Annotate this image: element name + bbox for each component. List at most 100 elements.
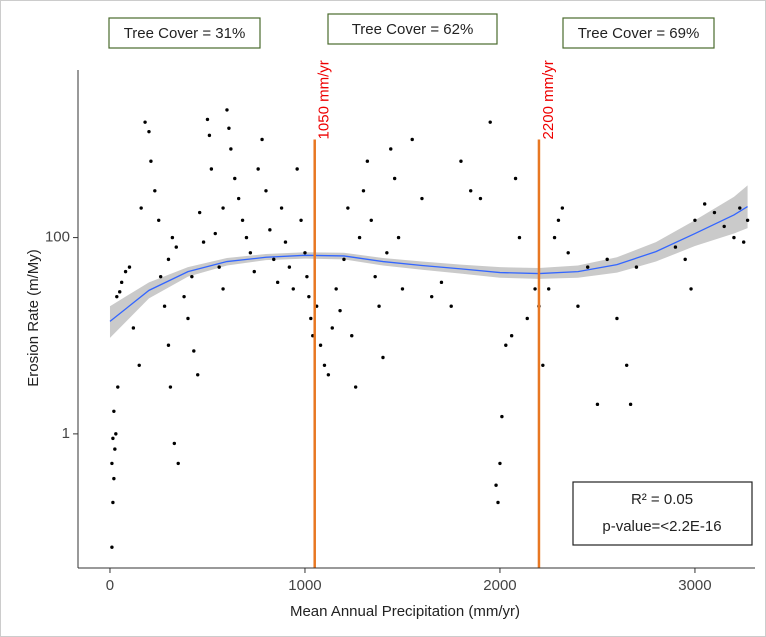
x-tick-label: 3000: [678, 577, 711, 594]
point: [157, 218, 161, 223]
point: [628, 402, 633, 407]
stats-text: p-value=<2.2E-16: [602, 518, 721, 535]
point: [552, 235, 557, 240]
annotation-box: [562, 17, 715, 49]
point: [469, 189, 473, 193]
point: [207, 133, 212, 138]
point: [252, 269, 256, 274]
point: [342, 257, 346, 262]
x-axis-label: Mean Annual Precipitation (mm/yr): [290, 603, 520, 620]
point: [400, 287, 405, 291]
point: [174, 245, 178, 249]
point: [260, 137, 264, 142]
point: [217, 265, 221, 269]
point: [498, 461, 502, 466]
annotation-box: [327, 13, 498, 45]
point: [299, 218, 303, 223]
point: [420, 196, 424, 201]
point: [585, 265, 590, 269]
point: [693, 218, 697, 223]
point: [365, 159, 370, 163]
point: [369, 218, 373, 223]
point: [162, 304, 167, 308]
point: [309, 316, 313, 321]
point: [272, 257, 276, 262]
point: [111, 436, 115, 441]
point: [111, 500, 115, 505]
point: [112, 409, 116, 413]
point: [114, 432, 118, 436]
point: [541, 363, 545, 367]
point: [496, 500, 500, 505]
point: [377, 304, 381, 308]
point: [459, 159, 463, 163]
point: [346, 206, 350, 210]
x-tick-label: 0: [106, 577, 114, 594]
point: [209, 167, 214, 171]
threshold-label: 2200 mm/yr: [540, 60, 557, 139]
point: [712, 210, 717, 215]
fit-line: [109, 206, 748, 322]
point: [318, 343, 323, 347]
point: [439, 280, 444, 285]
point: [112, 476, 116, 481]
point: [110, 461, 114, 466]
point: [615, 316, 619, 321]
point: [244, 235, 249, 240]
point: [197, 210, 202, 215]
point: [722, 224, 726, 229]
point: [137, 363, 141, 367]
point: [449, 304, 453, 308]
point: [361, 189, 366, 193]
point: [533, 287, 537, 291]
point: [275, 280, 280, 285]
point: [186, 316, 190, 321]
point: [119, 280, 124, 285]
point: [240, 218, 245, 223]
point: [738, 206, 742, 210]
point: [595, 402, 600, 407]
point: [381, 355, 385, 360]
point: [673, 245, 678, 249]
point: [338, 308, 342, 313]
point: [127, 265, 132, 269]
point: [373, 274, 377, 279]
point: [291, 287, 295, 291]
point: [287, 265, 292, 269]
point: [322, 363, 327, 367]
point: [624, 363, 629, 367]
annotation-box: [108, 17, 261, 49]
point: [410, 137, 414, 142]
point: [566, 251, 570, 255]
stats-text: R² = 0.05: [631, 491, 693, 508]
point: [149, 159, 153, 163]
point: [268, 228, 272, 232]
point: [196, 373, 200, 377]
point: [430, 294, 434, 299]
annotation: Tree Cover = 31%: [124, 25, 246, 42]
point: [560, 206, 565, 210]
point: [190, 274, 194, 279]
point: [513, 176, 518, 181]
point: [504, 343, 508, 347]
point: [689, 287, 693, 291]
point: [517, 235, 522, 240]
point: [123, 269, 128, 274]
point: [741, 240, 746, 244]
stats-box: [572, 481, 753, 546]
point: [330, 326, 334, 330]
point: [170, 235, 175, 240]
point: [478, 196, 483, 201]
point: [201, 240, 206, 244]
point: [683, 257, 687, 262]
point: [283, 240, 288, 244]
point: [139, 206, 143, 210]
point: [509, 334, 514, 338]
y-tick-label: 1: [62, 425, 70, 442]
y-tick-label: 100: [45, 229, 70, 246]
point: [166, 343, 171, 347]
point: [221, 206, 225, 210]
point: [702, 202, 707, 206]
point: [634, 265, 639, 269]
x-tick-label: 1000: [288, 577, 321, 594]
